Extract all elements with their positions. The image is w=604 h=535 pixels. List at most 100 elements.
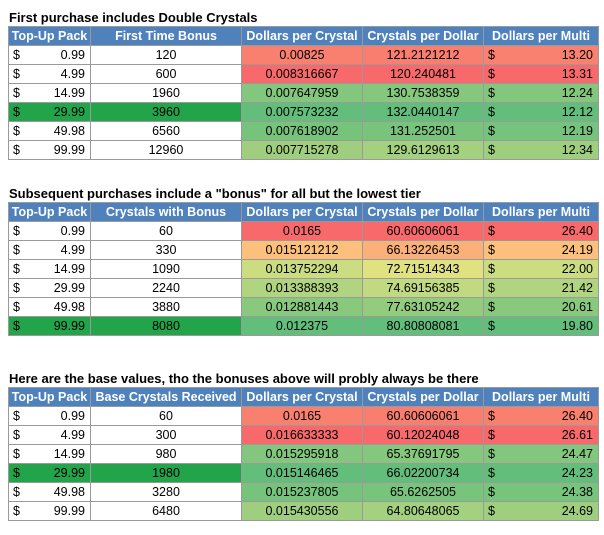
crystals-cell[interactable]: 300 — [90, 425, 242, 445]
dollars-per-crystal-cell[interactable]: 0.007618902 — [241, 121, 363, 141]
crystals-cell[interactable]: 3880 — [90, 297, 242, 317]
pack-price-cell[interactable]: $29.99 — [8, 463, 91, 483]
column-header[interactable]: First Time Bonus — [90, 26, 242, 46]
pack-price-cell[interactable]: $99.99 — [8, 140, 91, 160]
crystals-per-dollar-cell[interactable]: 120.240481 — [362, 64, 484, 84]
pack-price-cell[interactable]: $49.98 — [8, 297, 91, 317]
column-header[interactable]: Dollars per Multi — [483, 387, 599, 407]
dollars-per-multi-cell[interactable]: $13.20 — [483, 45, 599, 65]
pack-price-cell[interactable]: $0.99 — [8, 406, 91, 426]
dollars-per-crystal-cell[interactable]: 0.015237805 — [241, 482, 363, 502]
pack-price-cell[interactable]: $4.99 — [8, 425, 91, 445]
dollars-per-multi-cell[interactable]: $24.69 — [483, 501, 599, 521]
crystals-cell[interactable]: 6480 — [90, 501, 242, 521]
dollars-per-multi-cell[interactable]: $24.47 — [483, 444, 599, 464]
crystals-cell[interactable]: 8080 — [90, 316, 242, 336]
crystals-per-dollar-cell[interactable]: 80.80808081 — [362, 316, 484, 336]
pack-price-cell[interactable]: $0.99 — [8, 221, 91, 241]
dollars-per-multi-cell[interactable]: $12.12 — [483, 102, 599, 122]
dollars-per-crystal-cell[interactable]: 0.007715278 — [241, 140, 363, 160]
column-header[interactable]: Dollars per Multi — [483, 202, 599, 222]
crystals-per-dollar-cell[interactable]: 66.13226453 — [362, 240, 484, 260]
pack-price-cell[interactable]: $0.99 — [8, 45, 91, 65]
dollars-per-crystal-cell[interactable]: 0.0165 — [241, 406, 363, 426]
pack-price-cell[interactable]: $49.98 — [8, 482, 91, 502]
crystals-per-dollar-cell[interactable]: 65.37691795 — [362, 444, 484, 464]
dollars-per-crystal-cell[interactable]: 0.012881443 — [241, 297, 363, 317]
dollars-per-crystal-cell[interactable]: 0.007647959 — [241, 83, 363, 103]
crystals-per-dollar-cell[interactable]: 65.6262505 — [362, 482, 484, 502]
column-header[interactable]: Dollars per Crystal — [241, 387, 363, 407]
crystals-cell[interactable]: 120 — [90, 45, 242, 65]
dollars-per-crystal-cell[interactable]: 0.016633333 — [241, 425, 363, 445]
dollars-per-multi-cell[interactable]: $22.00 — [483, 259, 599, 279]
dollars-per-multi-cell[interactable]: $24.19 — [483, 240, 599, 260]
pack-price-cell[interactable]: $49.98 — [8, 121, 91, 141]
dollars-per-multi-cell[interactable]: $26.61 — [483, 425, 599, 445]
crystals-per-dollar-cell[interactable]: 60.12024048 — [362, 425, 484, 445]
column-header[interactable]: Crystals per Dollar — [362, 26, 484, 46]
dollars-per-crystal-cell[interactable]: 0.015146465 — [241, 463, 363, 483]
column-header[interactable]: Crystals per Dollar — [362, 202, 484, 222]
dollars-per-multi-cell[interactable]: $13.31 — [483, 64, 599, 84]
crystals-cell[interactable]: 2240 — [90, 278, 242, 298]
crystals-cell[interactable]: 60 — [90, 221, 242, 241]
pack-price-cell[interactable]: $99.99 — [8, 316, 91, 336]
dollars-per-crystal-cell[interactable]: 0.015121212 — [241, 240, 363, 260]
crystals-cell[interactable]: 1960 — [90, 83, 242, 103]
dollars-per-multi-cell[interactable]: $21.42 — [483, 278, 599, 298]
dollars-per-multi-cell[interactable]: $12.34 — [483, 140, 599, 160]
crystals-per-dollar-cell[interactable]: 60.60606061 — [362, 406, 484, 426]
crystals-per-dollar-cell[interactable]: 132.0440147 — [362, 102, 484, 122]
dollars-per-crystal-cell[interactable]: 0.015295918 — [241, 444, 363, 464]
crystals-per-dollar-cell[interactable]: 77.63105242 — [362, 297, 484, 317]
crystals-per-dollar-cell[interactable]: 129.6129613 — [362, 140, 484, 160]
dollars-per-crystal-cell[interactable]: 0.008316667 — [241, 64, 363, 84]
crystals-cell[interactable]: 1980 — [90, 463, 242, 483]
dollars-per-multi-cell[interactable]: $12.19 — [483, 121, 599, 141]
dollars-per-crystal-cell[interactable]: 0.015430556 — [241, 501, 363, 521]
pack-price-cell[interactable]: $14.99 — [8, 83, 91, 103]
column-header[interactable]: Crystals with Bonus — [90, 202, 242, 222]
crystals-cell[interactable]: 6560 — [90, 121, 242, 141]
pack-price-cell[interactable]: $14.99 — [8, 444, 91, 464]
crystals-cell[interactable]: 1090 — [90, 259, 242, 279]
dollars-per-multi-cell[interactable]: $12.24 — [483, 83, 599, 103]
crystals-per-dollar-cell[interactable]: 130.7538359 — [362, 83, 484, 103]
pack-price-cell[interactable]: $4.99 — [8, 64, 91, 84]
crystals-per-dollar-cell[interactable]: 131.252501 — [362, 121, 484, 141]
column-header[interactable]: Dollars per Crystal — [241, 202, 363, 222]
dollars-per-multi-cell[interactable]: $24.23 — [483, 463, 599, 483]
pack-price-cell[interactable]: $29.99 — [8, 278, 91, 298]
dollars-per-multi-cell[interactable]: $26.40 — [483, 221, 599, 241]
dollars-per-multi-cell[interactable]: $19.80 — [483, 316, 599, 336]
pack-price-cell[interactable]: $99.99 — [8, 501, 91, 521]
crystals-per-dollar-cell[interactable]: 64.80648065 — [362, 501, 484, 521]
crystals-cell[interactable]: 12960 — [90, 140, 242, 160]
crystals-cell[interactable]: 3280 — [90, 482, 242, 502]
pack-price-cell[interactable]: $29.99 — [8, 102, 91, 122]
dollars-per-crystal-cell[interactable]: 0.012375 — [241, 316, 363, 336]
crystals-per-dollar-cell[interactable]: 121.2121212 — [362, 45, 484, 65]
column-header[interactable]: Dollars per Crystal — [241, 26, 363, 46]
column-header[interactable]: Top-Up Pack — [8, 202, 91, 222]
crystals-per-dollar-cell[interactable]: 60.60606061 — [362, 221, 484, 241]
crystals-cell[interactable]: 600 — [90, 64, 242, 84]
crystals-cell[interactable]: 3960 — [90, 102, 242, 122]
dollars-per-crystal-cell[interactable]: 0.007573232 — [241, 102, 363, 122]
dollars-per-multi-cell[interactable]: $26.40 — [483, 406, 599, 426]
column-header[interactable]: Base Crystals Received — [90, 387, 242, 407]
dollars-per-multi-cell[interactable]: $20.61 — [483, 297, 599, 317]
crystals-cell[interactable]: 60 — [90, 406, 242, 426]
column-header[interactable]: Dollars per Multi — [483, 26, 599, 46]
crystals-per-dollar-cell[interactable]: 72.71514343 — [362, 259, 484, 279]
dollars-per-multi-cell[interactable]: $24.38 — [483, 482, 599, 502]
dollars-per-crystal-cell[interactable]: 0.00825 — [241, 45, 363, 65]
column-header[interactable]: Top-Up Pack — [8, 387, 91, 407]
crystals-cell[interactable]: 330 — [90, 240, 242, 260]
dollars-per-crystal-cell[interactable]: 0.013752294 — [241, 259, 363, 279]
pack-price-cell[interactable]: $4.99 — [8, 240, 91, 260]
dollars-per-crystal-cell[interactable]: 0.013388393 — [241, 278, 363, 298]
pack-price-cell[interactable]: $14.99 — [8, 259, 91, 279]
crystals-cell[interactable]: 980 — [90, 444, 242, 464]
